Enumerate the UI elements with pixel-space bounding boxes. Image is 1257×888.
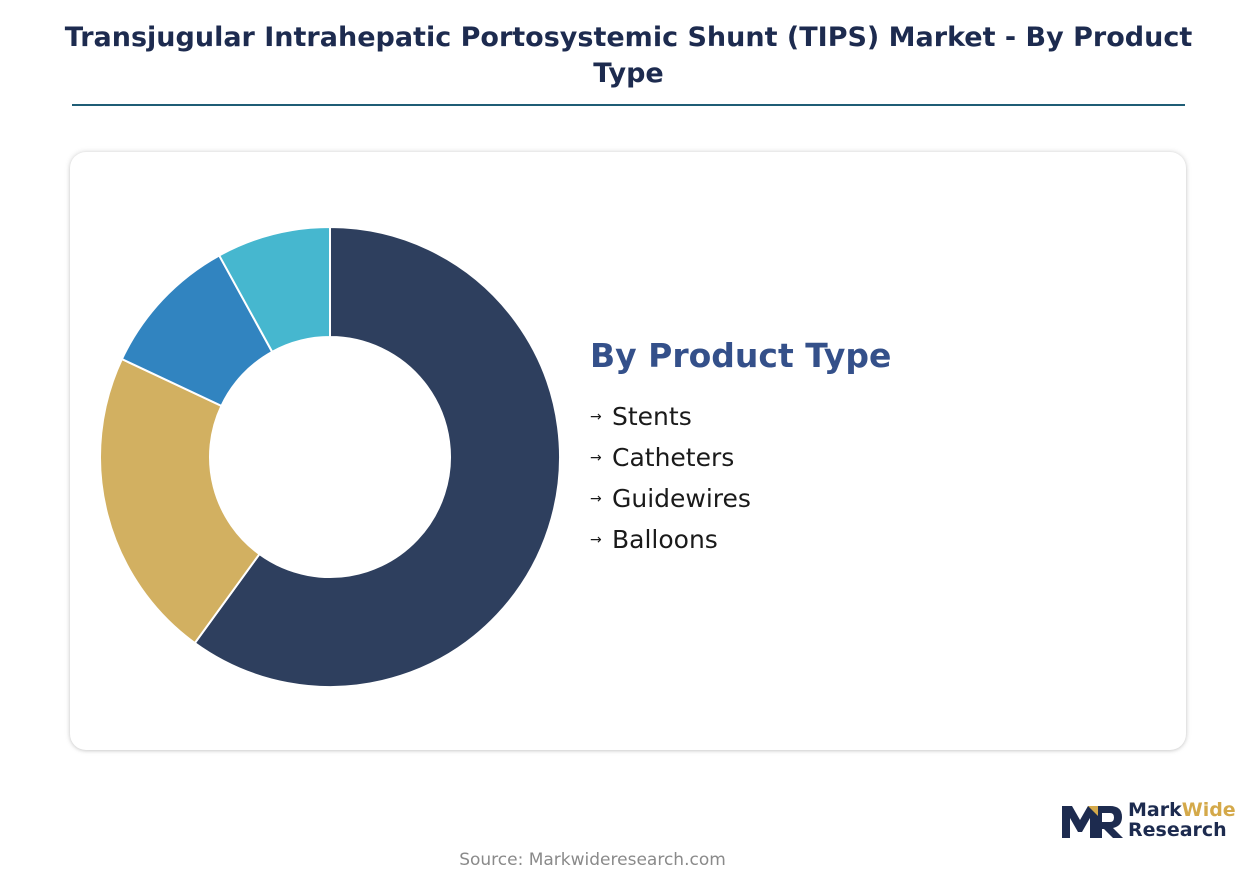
legend-label: Guidewires [612, 484, 751, 513]
legend-label: Stents [612, 402, 692, 431]
legend-label: Catheters [612, 443, 735, 472]
arrow-right-icon: → [590, 490, 602, 507]
source-note: Source: Markwideresearch.com [459, 850, 726, 870]
logo-word-research: Research [1128, 819, 1227, 841]
arrow-right-icon: → [590, 449, 602, 466]
legend: By Product Type → Stents → Catheters → G… [590, 336, 891, 560]
arrow-right-icon: → [590, 408, 602, 425]
page-title: Transjugular Intrahepatic Portosystemic … [64, 22, 1193, 89]
donut-slice-catheters [99, 357, 261, 645]
legend-item-balloons: → Balloons [590, 519, 891, 560]
legend-item-guidewires: → Guidewires [590, 478, 891, 519]
markwide-logo: MarkWide Research [1060, 800, 1245, 842]
legend-item-catheters: → Catheters [590, 437, 891, 478]
legend-title: By Product Type [590, 336, 892, 375]
legend-label: Balloons [612, 525, 718, 554]
legend-item-stents: → Stents [590, 396, 891, 437]
donut-chart [99, 225, 561, 688]
legend-list: → Stents → Catheters → Guidewires → Ball… [590, 396, 891, 560]
mwr-logo-icon [1062, 806, 1123, 838]
logo-word-wide: Wide [1181, 799, 1236, 821]
arrow-right-icon: → [590, 531, 602, 548]
donut-slice-balloons [217, 225, 331, 354]
logo-word-mark: Mark [1128, 799, 1182, 821]
donut-slice-stents [193, 225, 561, 688]
logo-wordmark: MarkWide Research [1128, 800, 1236, 840]
title-divider [72, 104, 1185, 106]
